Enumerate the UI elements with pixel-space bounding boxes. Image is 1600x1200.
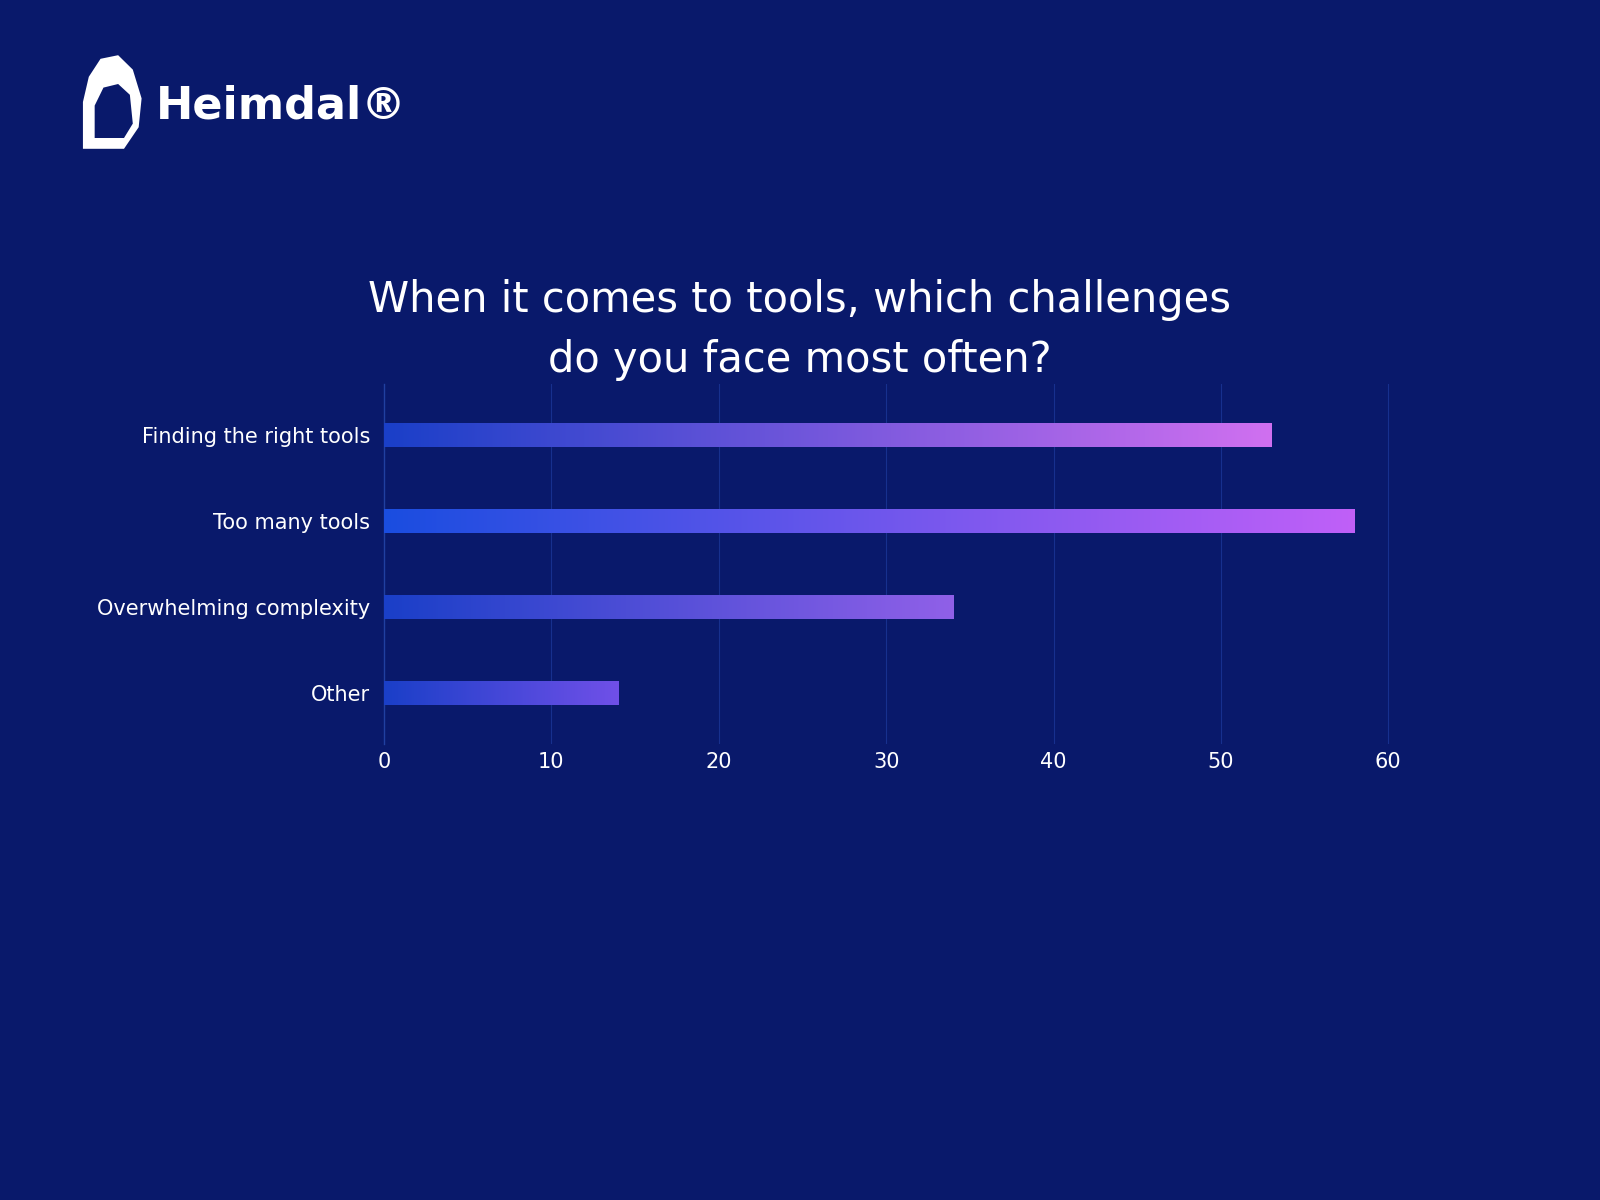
Polygon shape: [83, 55, 141, 149]
Text: Heimdal®: Heimdal®: [157, 84, 406, 127]
Text: When it comes to tools, which challenges: When it comes to tools, which challenges: [368, 278, 1232, 320]
Text: do you face most often?: do you face most often?: [549, 338, 1051, 382]
Polygon shape: [94, 84, 133, 138]
